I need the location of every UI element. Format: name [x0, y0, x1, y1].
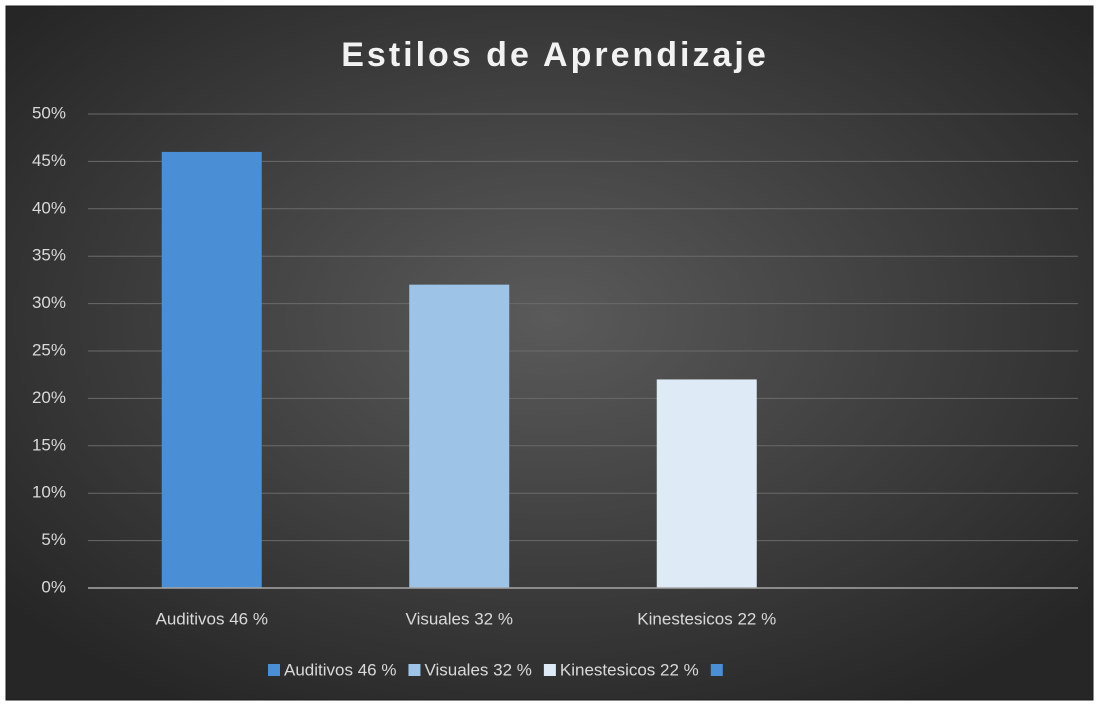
y-tick-label: 10%	[32, 483, 66, 502]
y-tick-label: 35%	[32, 246, 66, 265]
y-tick-label: 45%	[32, 151, 66, 170]
x-tick-label: Visuales 32 %	[406, 609, 513, 628]
y-tick-label: 25%	[32, 340, 66, 359]
bar	[656, 379, 757, 588]
legend-label: Visuales 32 %	[424, 660, 531, 679]
y-tick-label: 5%	[41, 530, 66, 549]
y-tick-label: 50%	[32, 103, 66, 122]
chart-title: Estilos de Aprendizaje	[341, 36, 769, 74]
y-tick-label: 20%	[32, 388, 66, 407]
legend-label: Kinestesicos 22 %	[560, 660, 699, 679]
legend-swatch	[268, 664, 280, 676]
legend-swatch	[543, 664, 556, 676]
legend-swatch	[408, 664, 421, 676]
y-tick-label: 0%	[41, 577, 66, 596]
y-tick-label: 40%	[32, 198, 66, 217]
y-tick-label: 30%	[32, 293, 66, 312]
x-tick-label: Auditivos 46 %	[156, 609, 268, 628]
legend-label: Auditivos 46 %	[284, 660, 396, 679]
bar	[161, 151, 262, 589]
bar	[409, 284, 510, 588]
legend-swatch	[710, 664, 723, 676]
y-tick-label: 15%	[32, 435, 66, 454]
x-tick-label: Kinestesicos 22 %	[637, 609, 776, 628]
